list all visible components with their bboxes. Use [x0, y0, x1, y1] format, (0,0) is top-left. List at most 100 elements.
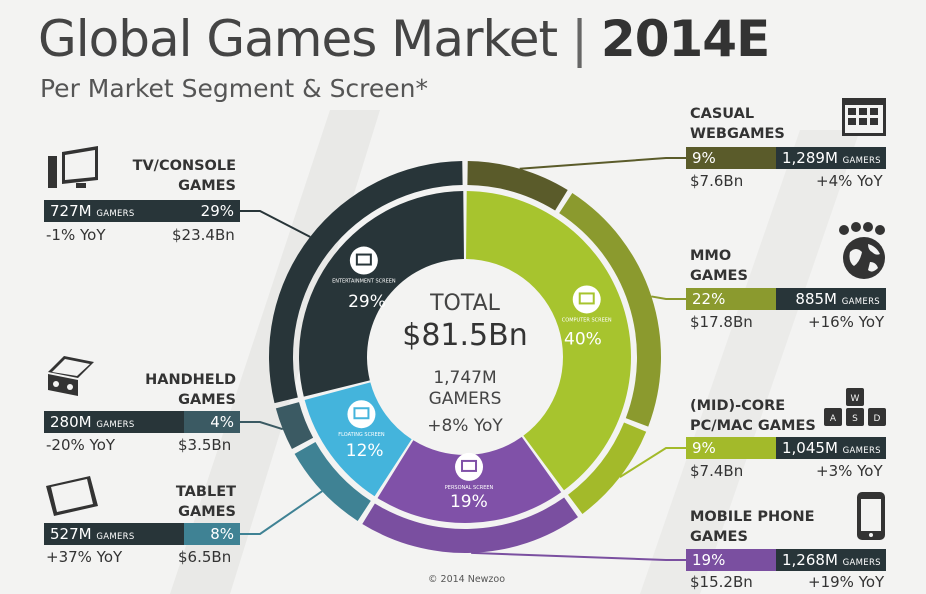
- entertainment-screen-icon: [349, 246, 378, 275]
- connector-handheld: [240, 421, 284, 431]
- center-yoy: +8% YoY: [427, 416, 503, 436]
- page-title: Global Games Market | 2014E: [38, 8, 770, 70]
- segment-gamers-casual: 1,289M GAMERS: [776, 147, 886, 169]
- center-disc: [368, 260, 562, 454]
- gamers-unit: GAMERS: [96, 420, 135, 430]
- floating-screen-icon: [347, 400, 376, 429]
- outer-arc-mobile: [362, 497, 578, 553]
- svg-text:S: S: [852, 414, 858, 424]
- connector-midcore: [619, 447, 686, 478]
- screen-share-personal: 19%: [450, 492, 488, 512]
- segment-yoy-tv: -1% YoY: [46, 226, 106, 244]
- segment-yoy-tablet: +37% YoY: [46, 548, 123, 566]
- segment-bar-midcore: 9% 1,045M GAMERS: [686, 437, 886, 459]
- gamers-unit: GAMERS: [842, 446, 881, 456]
- center-gamers-label: GAMERS: [429, 389, 502, 409]
- connector-mmo: [651, 295, 686, 300]
- segment-gamers-mobile: 1,268M GAMERS: [776, 549, 886, 571]
- segment-share-mmo: 22%: [686, 288, 776, 310]
- segment-title-handheld: HANDHELD GAMES: [145, 372, 236, 408]
- computer-screen-icon: [572, 285, 601, 314]
- segment-revenue-casual: $7.6Bn: [690, 172, 744, 190]
- screen-name-entertainment: ENTERTAINMENT SCREEN: [332, 279, 396, 285]
- personal-screen-icon: [455, 452, 484, 481]
- segment-title-casual: CASUAL WEBGAMES: [690, 106, 785, 142]
- segment-share-tv: 29%: [184, 200, 240, 222]
- segment-revenue-tv: $23.4Bn: [172, 226, 235, 244]
- segment-title-tablet: TABLET GAMES: [175, 484, 236, 520]
- outer-arc-midcore: [568, 422, 647, 514]
- mobile-phone-icon: [857, 492, 885, 540]
- computer-screen-icon-glyph: [578, 292, 595, 305]
- connector-mobile: [471, 551, 686, 561]
- screen-name-computer: COMPUTER SCREEN: [562, 317, 612, 323]
- gamers-value: 280M: [50, 413, 92, 431]
- floating-screen-icon-glyph: [353, 407, 370, 420]
- handheld-console-icon: [48, 356, 94, 396]
- segment-share-midcore: 9%: [686, 437, 776, 459]
- title-year: 2014E: [600, 10, 770, 68]
- gamers-value: 527M: [50, 525, 92, 543]
- wasd-keys-icon: W A S D: [824, 388, 886, 426]
- screen-share-computer: 40%: [564, 330, 602, 350]
- segment-revenue-mmo: $17.8Bn: [690, 313, 753, 331]
- gamers-value: 885M: [795, 290, 837, 308]
- gamers-unit: GAMERS: [96, 209, 135, 219]
- screen-share-floating: 12%: [346, 441, 384, 461]
- segment-share-mobile: 19%: [686, 549, 776, 571]
- gamers-value: 1,045M: [782, 439, 838, 457]
- segment-revenue-midcore: $7.4Bn: [690, 462, 744, 480]
- screen-name-personal: PERSONAL SCREEN: [445, 485, 494, 491]
- segment-title-mmo: MMO GAMES: [690, 248, 748, 284]
- segment-yoy-midcore: +3% YoY: [816, 462, 883, 480]
- connector-lines: [240, 157, 686, 561]
- entertainment-screen-icon-glyph: [355, 253, 372, 266]
- svg-text:A: A: [830, 414, 837, 424]
- outer-arc-tv: [269, 161, 463, 404]
- connector-casual: [519, 157, 686, 170]
- outer-arc-handheld: [275, 402, 314, 450]
- outer-arc-mmo: [559, 192, 661, 427]
- segment-gamers-tablet: 527M GAMERS: [44, 523, 184, 545]
- segment-title-tv: TV/CONSOLE GAMES: [132, 158, 236, 194]
- segment-gamers-mmo: 885M GAMERS: [776, 288, 886, 310]
- screen-share-entertainment: 29%: [348, 292, 386, 312]
- segment-bar-tv: 727M GAMERS 29%: [44, 200, 240, 222]
- gamers-unit: GAMERS: [842, 156, 881, 166]
- tv-console-icon: [48, 146, 98, 188]
- inner-arc-floating: [304, 382, 412, 497]
- gamers-unit: GAMERS: [96, 532, 135, 542]
- segment-bar-mmo: 22% 885M GAMERS: [686, 288, 886, 310]
- outer-segment-ring: [269, 161, 661, 553]
- segment-share-casual: 9%: [686, 147, 776, 169]
- tablet-icon: [46, 476, 98, 516]
- page-subtitle: Per Market Segment & Screen*: [40, 74, 429, 103]
- segment-share-tablet: 8%: [184, 523, 240, 545]
- segment-yoy-casual: +4% YoY: [816, 172, 883, 190]
- svg-text:W: W: [851, 394, 860, 404]
- outer-arc-tablet: [294, 441, 371, 522]
- segment-yoy-mobile: +19% YoY: [808, 573, 885, 591]
- segment-revenue-tablet: $6.5Bn: [178, 548, 232, 566]
- gamers-unit: GAMERS: [841, 297, 880, 307]
- inner-arc-computer: [466, 191, 631, 491]
- svg-text:D: D: [874, 414, 881, 424]
- segment-gamers-midcore: 1,045M GAMERS: [776, 437, 886, 459]
- segment-yoy-mmo: +16% YoY: [808, 313, 885, 331]
- segment-revenue-mobile: $15.2Bn: [690, 573, 753, 591]
- title-separator: |: [571, 10, 588, 68]
- gamers-value: 1,289M: [782, 149, 838, 167]
- gamers-unit: GAMERS: [842, 558, 881, 568]
- segment-yoy-handheld: -20% YoY: [46, 436, 116, 454]
- segment-revenue-handheld: $3.5Bn: [178, 436, 232, 454]
- segment-bar-handheld: 280M GAMERS 4%: [44, 411, 240, 433]
- browser-window-icon: [842, 98, 886, 136]
- personal-screen-icon-glyph: [461, 459, 478, 472]
- outer-arc-casual: [467, 161, 568, 211]
- inner-screen-ring: [299, 191, 631, 523]
- segment-title-mobile: MOBILE PHONE GAMES: [690, 509, 815, 545]
- title-main: Global Games Market: [38, 10, 558, 68]
- segment-gamers-tv: 727M GAMERS: [44, 200, 184, 222]
